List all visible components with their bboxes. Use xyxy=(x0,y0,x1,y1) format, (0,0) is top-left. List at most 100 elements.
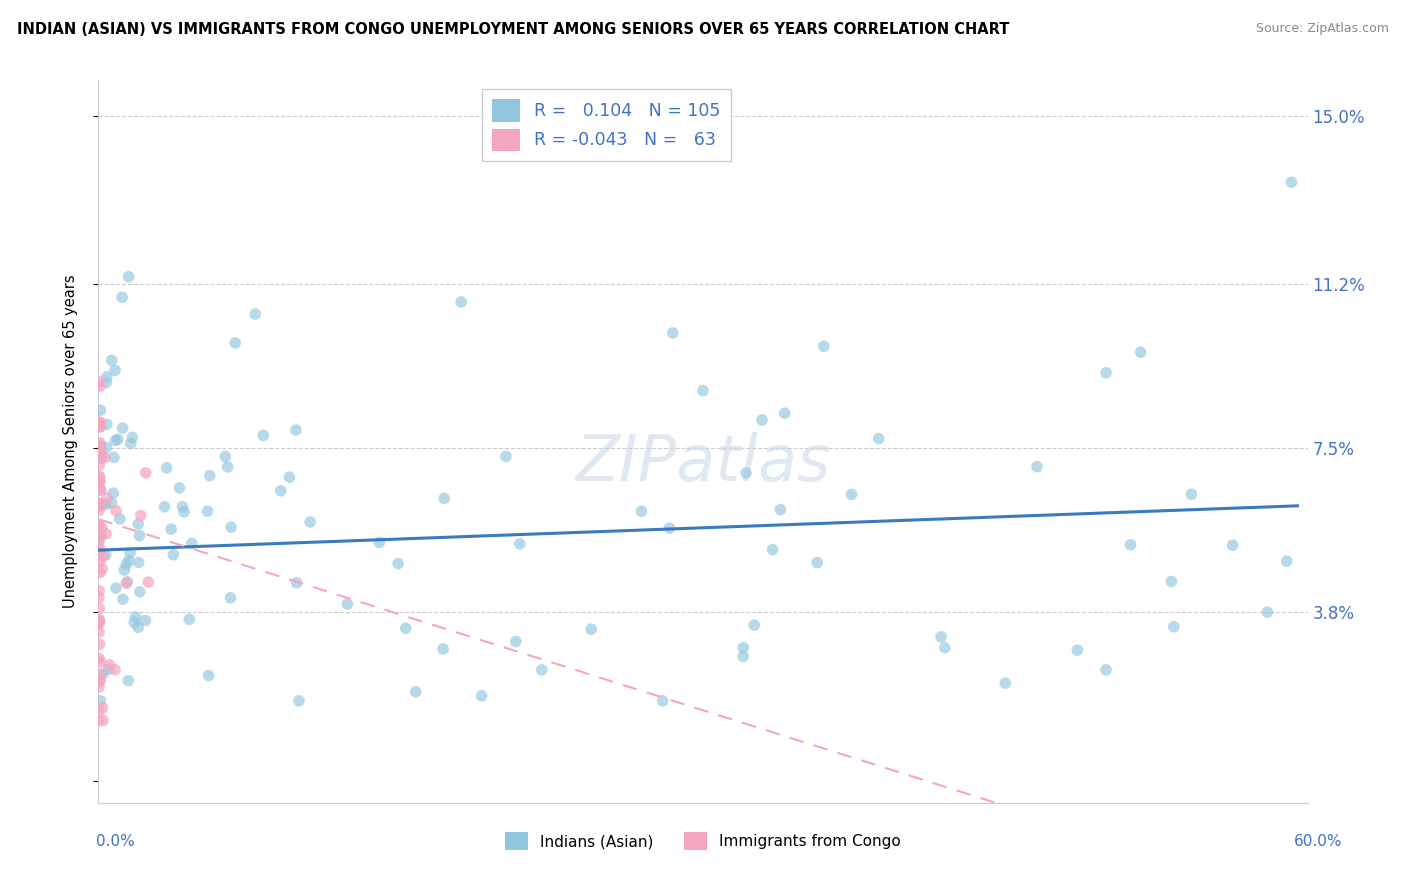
Point xyxy=(87,439,110,453)
Point xyxy=(658,521,681,535)
Point xyxy=(87,704,110,718)
Point xyxy=(1095,366,1118,380)
Point xyxy=(120,436,142,450)
Y-axis label: Unemployment Among Seniors over 65 years: Unemployment Among Seniors over 65 years xyxy=(63,275,77,608)
Point xyxy=(87,524,110,539)
Point xyxy=(96,491,118,505)
Point xyxy=(87,545,110,559)
Point xyxy=(136,575,159,590)
Point xyxy=(162,548,184,562)
Point xyxy=(1160,574,1182,589)
Point xyxy=(1119,538,1142,552)
Point xyxy=(91,549,114,564)
Point xyxy=(89,436,111,450)
Point xyxy=(107,432,129,446)
Point xyxy=(94,498,117,512)
Point xyxy=(97,662,120,676)
Point xyxy=(87,714,110,728)
Point xyxy=(89,379,111,393)
Point xyxy=(118,269,141,284)
Point xyxy=(115,576,138,591)
Point xyxy=(505,634,527,648)
Point xyxy=(91,714,114,728)
Point xyxy=(197,504,219,518)
Point xyxy=(87,545,110,559)
Point xyxy=(87,419,110,434)
Point xyxy=(89,403,111,417)
Point xyxy=(433,491,456,506)
Point xyxy=(104,663,127,677)
Point xyxy=(87,375,110,389)
Point xyxy=(89,530,111,544)
Point xyxy=(87,680,110,694)
Point xyxy=(1066,643,1088,657)
Point xyxy=(509,537,531,551)
Point xyxy=(100,353,122,368)
Point xyxy=(111,421,134,435)
Point xyxy=(773,406,796,420)
Point xyxy=(115,557,138,571)
Point xyxy=(91,666,114,681)
Point xyxy=(128,556,150,570)
Point xyxy=(934,640,956,655)
Point xyxy=(89,673,111,688)
Point xyxy=(90,521,112,535)
Point xyxy=(87,443,110,458)
Point xyxy=(117,574,139,589)
Point xyxy=(751,413,773,427)
Point xyxy=(769,502,792,516)
Point xyxy=(87,524,110,539)
Point xyxy=(134,614,156,628)
Point xyxy=(1222,538,1244,552)
Point xyxy=(1281,175,1303,189)
Point xyxy=(243,307,266,321)
Point xyxy=(129,508,152,523)
Point xyxy=(89,555,111,569)
Point xyxy=(387,557,409,571)
Point xyxy=(87,503,110,517)
Point xyxy=(89,470,111,484)
Point xyxy=(156,461,179,475)
Point xyxy=(841,487,863,501)
Point xyxy=(87,475,110,489)
Point xyxy=(1256,605,1278,619)
Point xyxy=(89,420,111,434)
Point xyxy=(651,694,673,708)
Point xyxy=(1129,345,1152,359)
Text: INDIAN (ASIAN) VS IMMIGRANTS FROM CONGO UNEMPLOYMENT AMONG SENIORS OVER 65 YEARS: INDIAN (ASIAN) VS IMMIGRANTS FROM CONGO … xyxy=(17,22,1010,37)
Point xyxy=(735,466,758,480)
Point xyxy=(90,483,112,498)
Point xyxy=(112,563,135,577)
Point xyxy=(288,694,311,708)
Point xyxy=(103,486,125,500)
Point xyxy=(91,562,114,576)
Point xyxy=(214,450,236,464)
Point xyxy=(91,700,114,714)
Point xyxy=(197,668,219,682)
Point xyxy=(104,434,127,448)
Point xyxy=(98,657,121,672)
Point xyxy=(103,450,125,465)
Point xyxy=(471,689,494,703)
Point xyxy=(868,432,890,446)
Point xyxy=(87,481,110,495)
Point xyxy=(1026,459,1049,474)
Point xyxy=(120,546,142,560)
Point xyxy=(87,651,110,665)
Point xyxy=(530,663,553,677)
Point xyxy=(118,554,141,568)
Point xyxy=(395,621,418,635)
Point xyxy=(432,642,454,657)
Point xyxy=(173,505,195,519)
Point xyxy=(731,649,754,664)
Point xyxy=(929,630,952,644)
Point xyxy=(111,290,134,304)
Point xyxy=(285,575,308,590)
Point xyxy=(495,450,517,464)
Point xyxy=(87,615,110,629)
Point xyxy=(336,597,359,611)
Point xyxy=(87,447,110,461)
Point xyxy=(89,499,111,513)
Point xyxy=(96,417,118,432)
Point xyxy=(89,541,111,555)
